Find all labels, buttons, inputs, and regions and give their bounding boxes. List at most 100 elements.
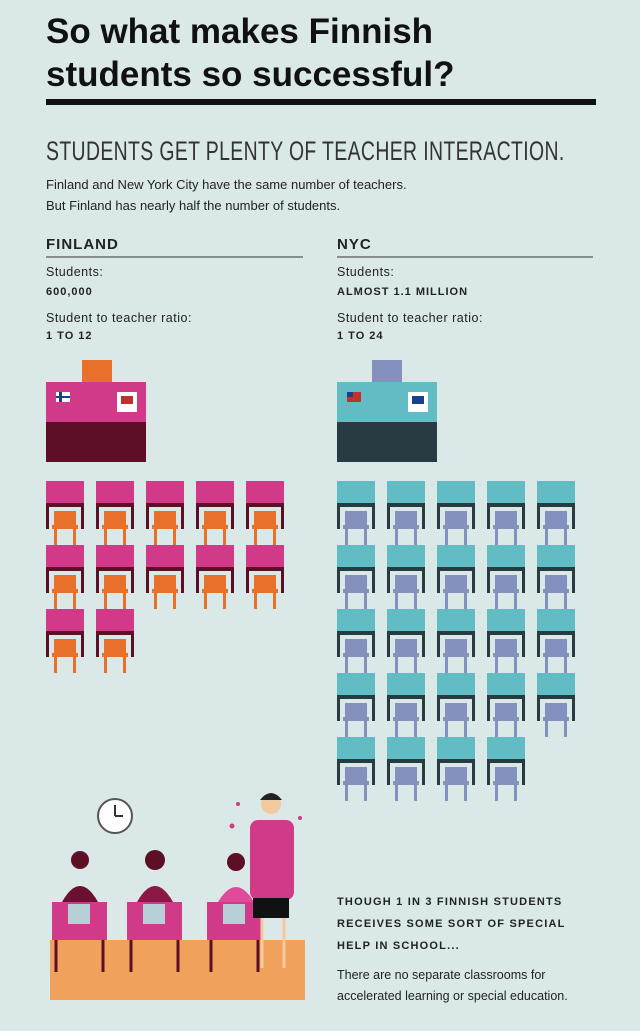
desk-part xyxy=(487,635,490,657)
desk-part xyxy=(372,699,375,721)
desk-part xyxy=(437,631,475,635)
desk-part xyxy=(96,635,99,657)
desk-part xyxy=(337,759,375,763)
desk-part xyxy=(223,529,226,545)
desk-part xyxy=(46,631,84,635)
desk-part xyxy=(152,525,178,529)
desk-part xyxy=(104,529,107,545)
title-line: So what makes Finnish xyxy=(46,12,433,51)
desk-part xyxy=(445,639,467,653)
desk-part xyxy=(337,609,375,631)
desk-part xyxy=(445,767,467,781)
desk-part xyxy=(54,511,76,525)
desk-part xyxy=(204,529,207,545)
desk-part xyxy=(493,525,519,529)
desk-part xyxy=(543,525,569,529)
section-heading: STUDENTS GET PLENTY OF TEACHER INTERACTI… xyxy=(46,136,565,166)
desk-part xyxy=(154,593,157,609)
desk-part xyxy=(422,571,425,593)
desk-part xyxy=(345,639,367,653)
desk-part xyxy=(154,575,176,589)
desk-part xyxy=(252,589,278,593)
desk-part xyxy=(364,593,367,609)
desk-part xyxy=(445,703,467,717)
ratio-label: Student to teacher ratio: xyxy=(337,311,483,325)
desk-part xyxy=(487,503,525,507)
desk-part xyxy=(437,737,475,759)
desk-part xyxy=(495,657,498,673)
desk-part xyxy=(345,575,367,589)
desk-part xyxy=(537,503,575,507)
desk-part xyxy=(387,481,425,503)
desk-part xyxy=(545,511,567,525)
desk-part xyxy=(443,589,469,593)
desk-part xyxy=(487,699,490,721)
desk-part xyxy=(246,571,249,593)
desk-part xyxy=(387,631,425,635)
desk-part xyxy=(487,545,525,567)
desk-part xyxy=(46,545,84,567)
desk-part xyxy=(204,511,226,525)
desk-part xyxy=(52,525,78,529)
desk-part xyxy=(337,567,375,571)
desk-part xyxy=(102,589,128,593)
desk-part xyxy=(572,507,575,529)
desk-part xyxy=(445,511,467,525)
desk-part xyxy=(345,703,367,717)
desk-part xyxy=(337,673,375,695)
desk-part xyxy=(495,511,517,525)
desk-part xyxy=(395,721,398,737)
desk-part xyxy=(545,721,548,737)
desk-part xyxy=(537,567,575,571)
desk-part xyxy=(395,785,398,801)
desk-part xyxy=(393,589,419,593)
desk-part xyxy=(46,481,84,503)
desk-part xyxy=(495,575,517,589)
desk-part xyxy=(514,529,517,545)
students-label: Students: xyxy=(46,265,103,279)
desk-part xyxy=(487,759,525,763)
desk-part xyxy=(537,481,575,503)
desk-part xyxy=(445,593,448,609)
desk-part xyxy=(437,545,475,567)
desk-part xyxy=(464,785,467,801)
desk-part xyxy=(96,609,134,631)
desk-part xyxy=(96,545,134,567)
desk-part xyxy=(204,575,226,589)
desk-part xyxy=(395,593,398,609)
desk-part xyxy=(54,575,76,589)
desk-part xyxy=(146,507,149,529)
desk-part xyxy=(46,571,49,593)
desk-part xyxy=(472,507,475,529)
desk-part xyxy=(545,575,567,589)
desk-part xyxy=(393,717,419,721)
desk-part xyxy=(422,635,425,657)
desk-part xyxy=(537,571,540,593)
desk-part xyxy=(395,657,398,673)
desk-part xyxy=(537,631,575,635)
desk-part xyxy=(487,507,490,529)
desk-part xyxy=(254,575,276,589)
desk-part xyxy=(54,639,76,653)
desk-part xyxy=(437,503,475,507)
desk-part xyxy=(152,589,178,593)
desk-part xyxy=(395,529,398,545)
desk-part xyxy=(131,635,134,657)
desk-part xyxy=(437,763,440,785)
desk-part xyxy=(395,767,417,781)
desk-part xyxy=(472,699,475,721)
desk-part xyxy=(372,763,375,785)
desk-part xyxy=(343,781,369,785)
desk-part xyxy=(337,571,340,593)
note-bold: HELP IN SCHOOL... xyxy=(337,940,460,952)
desk-part xyxy=(545,703,567,717)
desk-part xyxy=(46,609,84,631)
desk-part xyxy=(246,567,284,571)
desk-part xyxy=(422,763,425,785)
desk-part xyxy=(493,717,519,721)
desk-part xyxy=(514,657,517,673)
desk-part xyxy=(96,571,99,593)
desk-part xyxy=(246,545,284,567)
desk-part xyxy=(443,781,469,785)
